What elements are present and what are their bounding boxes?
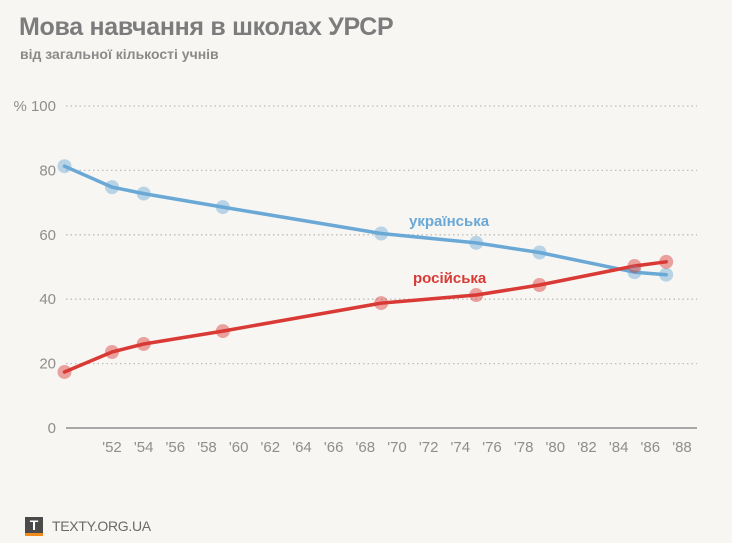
data-point-ukrainian xyxy=(374,226,389,241)
y-tick-label: % 100 xyxy=(13,98,56,115)
x-tick-label: '66 xyxy=(324,439,344,456)
data-point-ukrainian xyxy=(659,267,674,282)
series-lines xyxy=(62,164,668,374)
y-tick-label: 80 xyxy=(39,162,56,179)
x-tick-label: '58 xyxy=(197,439,217,456)
x-tick-label: '54 xyxy=(134,439,154,456)
x-tick-label: '84 xyxy=(609,439,629,456)
y-tick-label: 0 xyxy=(48,420,56,437)
x-tick-label: '86 xyxy=(641,439,661,456)
x-tick-label: '80 xyxy=(546,439,566,456)
series-line-ukrainian xyxy=(62,164,668,277)
x-tick-label: '72 xyxy=(419,439,439,456)
data-point-ukrainian xyxy=(136,186,151,201)
x-tick-label: '64 xyxy=(292,439,312,456)
x-tick-label: '74 xyxy=(451,439,471,456)
x-axis-ticks: '52 '54 '56 '58 '60 '62 '64 '66 '68 '70 '72 '74 '76 '… xyxy=(102,439,692,456)
data-point-russian xyxy=(215,324,230,339)
y-axis-ticks: 0 20 40 60 80 % 100 xyxy=(13,98,56,437)
data-point-ukrainian xyxy=(57,159,72,174)
data-point-russian xyxy=(469,288,484,303)
data-point-russian xyxy=(532,278,547,293)
series-line-russian xyxy=(62,260,668,374)
data-point-russian xyxy=(57,364,72,379)
x-tick-label: '68 xyxy=(356,439,376,456)
x-tick-label: '52 xyxy=(102,439,122,456)
data-point-russian xyxy=(659,254,674,269)
y-tick-label: 40 xyxy=(39,291,56,308)
data-point-ukrainian xyxy=(469,235,484,250)
y-tick-label: 60 xyxy=(39,227,56,244)
data-point-russian xyxy=(627,259,642,274)
data-point-ukrainian xyxy=(627,265,642,280)
series-label-russian: російська xyxy=(413,270,487,287)
texty-logo: T xyxy=(25,516,43,536)
data-point-russian xyxy=(105,345,119,360)
x-tick-label: '60 xyxy=(229,439,249,456)
y-tick-label: 20 xyxy=(39,356,56,373)
footer: T TEXTY.ORG.UA xyxy=(25,516,151,536)
x-tick-label: '76 xyxy=(482,439,502,456)
data-point-ukrainian xyxy=(105,180,119,195)
series-points xyxy=(57,159,674,379)
data-point-russian xyxy=(374,296,389,311)
x-tick-label: '62 xyxy=(261,439,281,456)
data-point-russian xyxy=(136,336,151,351)
x-tick-label: '88 xyxy=(672,439,692,456)
x-tick-label: '70 xyxy=(387,439,407,456)
series-label-ukrainian: українська xyxy=(409,213,490,230)
x-tick-label: '56 xyxy=(166,439,186,456)
chart-title: Мова навчання в школах УРСР xyxy=(19,13,394,41)
chart-subtitle: від загальної кількості учнів xyxy=(20,46,219,62)
site-link[interactable]: TEXTY.ORG.UA xyxy=(52,518,151,534)
data-point-ukrainian xyxy=(532,245,547,260)
data-point-ukrainian xyxy=(215,200,230,215)
x-tick-label: '78 xyxy=(514,439,534,456)
x-tick-label: '82 xyxy=(577,439,597,456)
